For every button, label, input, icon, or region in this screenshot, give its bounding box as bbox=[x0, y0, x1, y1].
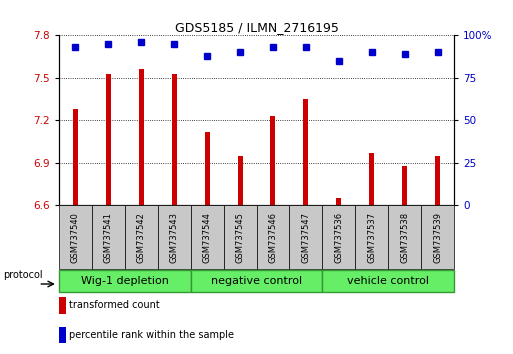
Text: GSM737546: GSM737546 bbox=[268, 212, 278, 263]
Text: GSM737544: GSM737544 bbox=[203, 212, 212, 263]
Bar bbox=[59, 269, 191, 292]
Bar bbox=[435, 156, 440, 205]
Bar bbox=[139, 69, 144, 205]
Text: GSM737547: GSM737547 bbox=[301, 212, 310, 263]
Bar bbox=[106, 74, 111, 205]
Text: negative control: negative control bbox=[211, 275, 302, 286]
Bar bbox=[191, 269, 322, 292]
Bar bbox=[59, 205, 92, 269]
Bar bbox=[238, 156, 243, 205]
Bar bbox=[303, 99, 308, 205]
Text: transformed count: transformed count bbox=[69, 301, 160, 310]
Text: GSM737540: GSM737540 bbox=[71, 212, 80, 263]
Bar bbox=[59, 326, 66, 343]
Bar bbox=[205, 132, 210, 205]
Bar bbox=[158, 205, 191, 269]
Text: GSM737539: GSM737539 bbox=[433, 212, 442, 263]
Bar bbox=[388, 205, 421, 269]
Bar bbox=[322, 205, 355, 269]
Text: GSM737536: GSM737536 bbox=[334, 212, 343, 263]
Text: GSM737543: GSM737543 bbox=[170, 212, 179, 263]
Text: GSM737537: GSM737537 bbox=[367, 212, 376, 263]
Bar bbox=[256, 205, 289, 269]
Bar bbox=[337, 198, 341, 205]
Text: GSM737541: GSM737541 bbox=[104, 212, 113, 263]
Bar bbox=[224, 205, 256, 269]
Bar bbox=[402, 166, 407, 205]
Text: protocol: protocol bbox=[3, 270, 43, 280]
Bar bbox=[125, 205, 158, 269]
Text: GSM737545: GSM737545 bbox=[235, 212, 245, 263]
Bar bbox=[191, 205, 224, 269]
Bar bbox=[270, 116, 275, 205]
Bar bbox=[421, 205, 454, 269]
Text: GSM737542: GSM737542 bbox=[137, 212, 146, 263]
Title: GDS5185 / ILMN_2716195: GDS5185 / ILMN_2716195 bbox=[174, 21, 339, 34]
Text: percentile rank within the sample: percentile rank within the sample bbox=[69, 330, 234, 340]
Bar bbox=[59, 297, 66, 314]
Bar bbox=[369, 153, 374, 205]
Text: Wig-1 depletion: Wig-1 depletion bbox=[81, 275, 169, 286]
Bar bbox=[73, 109, 78, 205]
Bar bbox=[289, 205, 322, 269]
Text: GSM737538: GSM737538 bbox=[400, 212, 409, 263]
Bar bbox=[322, 269, 454, 292]
Bar bbox=[172, 74, 176, 205]
Bar bbox=[355, 205, 388, 269]
Bar bbox=[92, 205, 125, 269]
Text: vehicle control: vehicle control bbox=[347, 275, 429, 286]
